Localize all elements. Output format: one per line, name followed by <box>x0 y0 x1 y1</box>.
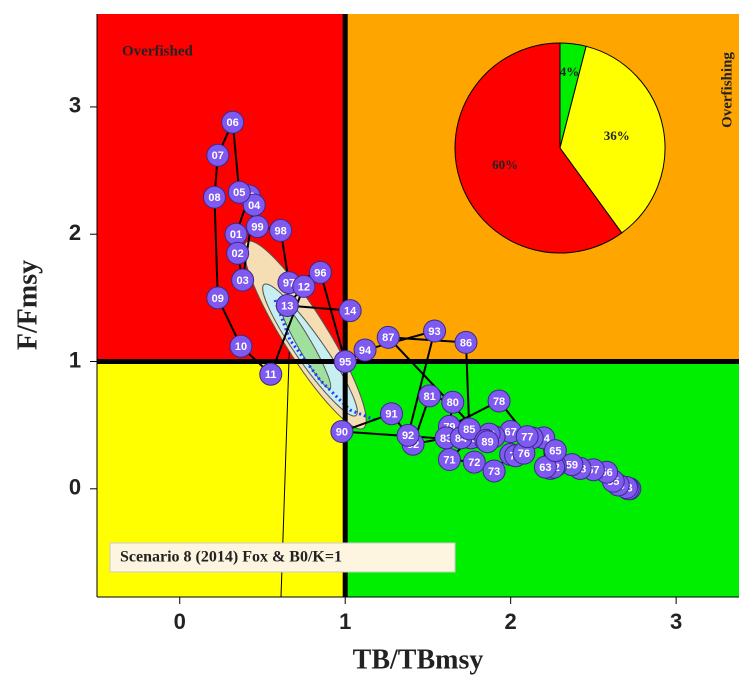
point-label: 59 <box>566 460 578 472</box>
point-label: 72 <box>468 457 480 469</box>
point-label: 90 <box>336 426 348 438</box>
y-tick-label: 2 <box>69 220 81 245</box>
point <box>227 180 251 204</box>
point-label: 99 <box>251 221 263 233</box>
point <box>229 334 253 358</box>
point <box>396 423 420 447</box>
point <box>380 402 404 426</box>
point-label: 07 <box>212 150 224 162</box>
point-label: 81 <box>423 391 435 403</box>
point-label: 95 <box>339 356 351 368</box>
point-label: 67 <box>505 426 517 438</box>
point <box>515 425 539 449</box>
x-tick-label: 3 <box>670 609 682 634</box>
point-label: 14 <box>344 305 357 317</box>
legend-text: Scenario 8 (2014) Fox & B0/K=1 <box>120 549 342 566</box>
point-label: 87 <box>382 332 394 344</box>
x-axis-label: TB/TBmsy <box>353 644 484 675</box>
point-label: 78 <box>493 396 505 408</box>
point-label: 97 <box>283 277 295 289</box>
point <box>330 420 354 444</box>
point <box>333 350 357 374</box>
point <box>353 338 377 362</box>
point-label: 92 <box>402 430 414 442</box>
point-label: 77 <box>521 432 533 444</box>
point <box>457 417 481 441</box>
point-label: 05 <box>233 187 245 199</box>
point <box>242 193 266 217</box>
point-label: 13 <box>281 300 293 312</box>
pie-slice <box>559 45 666 234</box>
point-label: 80 <box>447 397 459 409</box>
point <box>441 390 465 414</box>
point <box>231 268 255 292</box>
point-label: 02 <box>232 248 244 260</box>
annotation: Overfished <box>122 43 193 59</box>
point-label: 71 <box>443 454 455 466</box>
point <box>259 362 283 386</box>
point <box>543 439 567 463</box>
point-label: 63 <box>539 462 551 474</box>
point-label: 12 <box>298 281 310 293</box>
point <box>462 450 486 474</box>
point <box>487 389 511 413</box>
point-label: 98 <box>275 225 287 237</box>
y-tick-label: 3 <box>69 93 81 118</box>
pie-label: 36% <box>604 128 630 143</box>
trajectory: 5152535455565758596061626364656667686970… <box>202 110 642 501</box>
pie-label: 60% <box>492 157 518 172</box>
point <box>376 325 400 349</box>
point <box>475 430 499 454</box>
point <box>418 384 442 408</box>
point-label: 09 <box>212 293 224 305</box>
point-label: 93 <box>428 326 440 338</box>
pie-slice <box>454 42 623 254</box>
point <box>206 286 230 310</box>
point-label: 73 <box>488 466 500 478</box>
point-label: 89 <box>481 437 493 449</box>
point <box>292 274 316 298</box>
x-tick-label: 0 <box>174 609 186 634</box>
y-axis-label: F/Fmsy <box>12 260 43 350</box>
point-label: 08 <box>208 192 220 204</box>
point <box>338 299 362 323</box>
point-label: 85 <box>463 424 475 436</box>
point-label: 86 <box>460 337 472 349</box>
point-label: 83 <box>440 433 452 445</box>
point-label: 96 <box>314 267 326 279</box>
x-tick-label: 1 <box>339 609 351 634</box>
point-label: 94 <box>359 345 372 357</box>
confidence-region <box>243 240 376 598</box>
point <box>423 319 447 343</box>
point <box>206 143 230 167</box>
point <box>226 241 250 265</box>
point-label: 76 <box>518 448 530 460</box>
point <box>454 330 478 354</box>
point <box>269 218 293 242</box>
point-label: 04 <box>248 200 261 212</box>
point <box>482 459 506 483</box>
point-label: 01 <box>230 229 242 241</box>
point <box>202 185 226 209</box>
pie-label: 4% <box>560 64 580 79</box>
point <box>221 110 245 134</box>
legend-box <box>109 542 456 573</box>
point-label: 03 <box>236 275 248 287</box>
point-label: 11 <box>265 369 277 381</box>
point-label: 65 <box>549 446 561 458</box>
point <box>275 294 299 317</box>
annotation: Overfishing <box>719 52 735 128</box>
point-label: 06 <box>227 117 239 129</box>
x-tick-label: 2 <box>505 609 517 634</box>
point <box>308 260 332 284</box>
point-label: 91 <box>385 409 397 421</box>
pie: 4% 36% 60% <box>454 42 666 254</box>
y-tick-label: 0 <box>69 475 81 500</box>
point-label: 10 <box>235 341 247 353</box>
y-tick-label: 1 <box>69 347 81 372</box>
